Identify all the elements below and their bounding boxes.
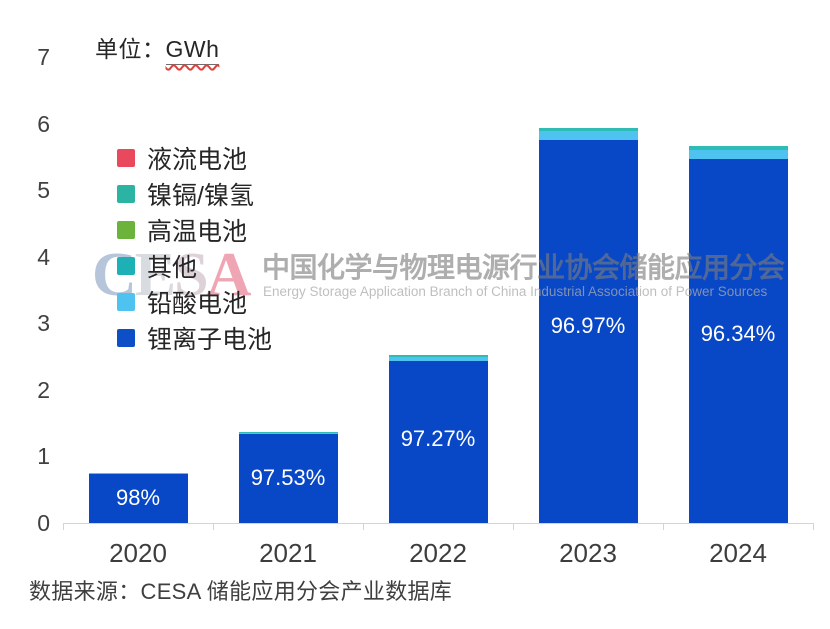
stacked-bar-2022: 97.27% [388, 354, 488, 523]
bar-segment-锂离子电池 [688, 158, 788, 523]
bar-segment-其他 [538, 128, 638, 131]
legend-label: 锂离子电池 [147, 326, 273, 354]
x-axis-tick-mark [663, 523, 664, 530]
y-axis-tick-label: 1 [37, 443, 50, 470]
legend-swatch-icon [117, 257, 135, 275]
x-axis-tick-mark [63, 523, 64, 530]
chart-title: 单位：GWh [95, 30, 220, 65]
bar-segment-铅酸电池 [238, 433, 338, 435]
legend-item-液流电池: 液流电池 [117, 140, 272, 176]
bar-segment-锂离子电池 [388, 360, 488, 523]
bar-segment-锂离子电池 [88, 473, 188, 523]
y-axis-tick-label: 3 [37, 310, 50, 337]
x-axis-tick-mark [363, 523, 364, 530]
bar-segment-锂离子电池 [538, 140, 638, 523]
bar-segment-锂离子电池 [238, 434, 338, 523]
bar-segment-铅酸电池 [88, 473, 188, 474]
legend-swatch-icon [117, 149, 135, 167]
legend-label: 液流电池 [147, 146, 248, 174]
legend-item-其他: 其他 [117, 248, 272, 284]
bar-percentage-label: 97.53% [250, 464, 326, 490]
bar-segment-铅酸电池 [538, 130, 638, 141]
legend-item-镍镉/镍氢: 镍镉/镍氢 [117, 176, 272, 212]
legend-swatch-icon [117, 221, 135, 239]
x-axis-category-label: 2022 [409, 538, 467, 568]
x-axis-category-label: 2023 [559, 538, 617, 568]
stacked-bar-2023: 96.97% [538, 128, 638, 523]
bar-segment-铅酸电池 [388, 356, 488, 361]
bar-percentage-label: 97.27% [400, 425, 476, 451]
legend-swatch-icon [117, 293, 135, 311]
x-axis-line [63, 523, 814, 524]
legend-label: 镍镉/镍氢 [147, 182, 254, 210]
bar-percentage-label: 96.97% [550, 312, 626, 338]
stacked-bar-2021: 97.53% [238, 432, 338, 523]
unit-label-prefix: 单位： [95, 36, 166, 62]
x-axis-category-label: 2020 [109, 538, 167, 568]
legend-label: 高温电池 [147, 218, 248, 246]
y-axis-tick-label: 7 [37, 44, 50, 70]
bar-percentage-label: 96.34% [700, 321, 776, 347]
legend-label: 铅酸电池 [147, 290, 248, 318]
stacked-bar-2020: 98% [88, 472, 188, 523]
legend-item-高温电池: 高温电池 [117, 212, 272, 248]
y-axis-tick-label: 5 [37, 177, 50, 204]
data-source-note: 数据来源：CESA 储能应用分会产业数据库 [29, 579, 453, 604]
unit-value: GWh [165, 36, 220, 65]
y-axis-tick-label: 2 [37, 376, 50, 403]
bar-segment-其他 [238, 432, 338, 434]
legend-item-铅酸电池: 铅酸电池 [117, 284, 272, 320]
y-axis-tick-label: 6 [37, 110, 50, 137]
x-axis-tick-mark [813, 523, 814, 530]
bar-segment-其他 [388, 354, 488, 357]
legend-swatch-icon [117, 329, 135, 347]
y-axis-tick-label: 4 [37, 243, 50, 270]
bar-segment-其他 [688, 145, 788, 150]
chart-legend: 液流电池镍镉/镍氢高温电池其他铅酸电池锂离子电池 [117, 140, 272, 356]
x-axis-category-label: 2021 [259, 538, 317, 568]
x-axis-tick-mark [513, 523, 514, 530]
legend-item-锂离子电池: 锂离子电池 [117, 320, 272, 356]
x-axis-category-label: 2024 [709, 538, 767, 568]
x-axis-tick-mark [213, 523, 214, 530]
legend-swatch-icon [117, 185, 135, 203]
y-axis-tick-label: 0 [37, 510, 50, 536]
bar-percentage-label: 98% [115, 484, 161, 510]
legend-label: 其他 [147, 254, 198, 282]
bar-segment-铅酸电池 [688, 149, 788, 159]
stacked-bar-2024: 96.34% [688, 145, 788, 523]
